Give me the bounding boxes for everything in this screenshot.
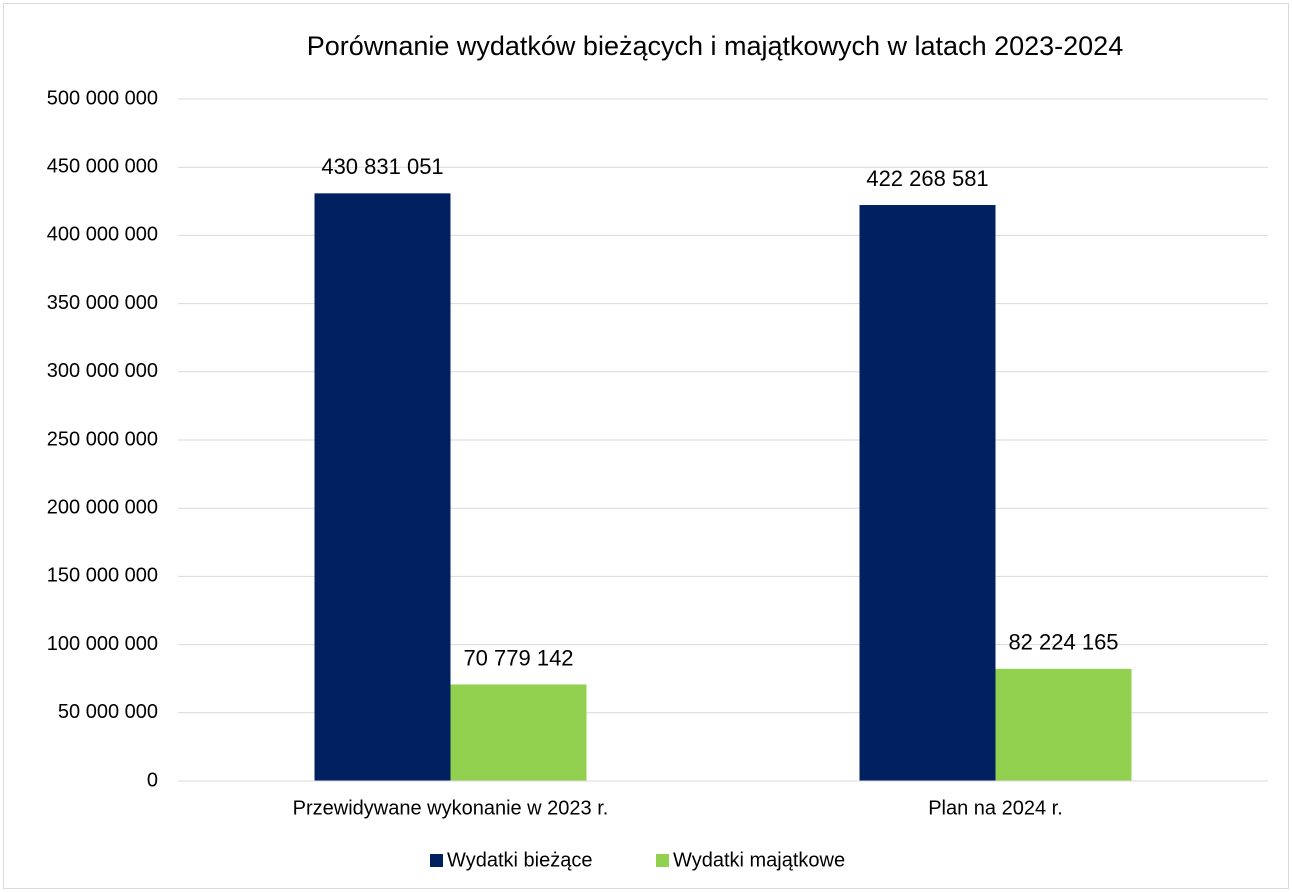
legend-swatch <box>656 854 669 867</box>
bar <box>450 684 587 781</box>
bar <box>995 668 1132 781</box>
y-tick-label: 200 000 000 <box>47 496 158 518</box>
legend-label: Wydatki majątkowe <box>673 849 845 871</box>
y-tick-label: 500 000 000 <box>47 87 158 109</box>
legend-swatch <box>430 854 443 867</box>
y-tick-label: 0 <box>147 769 158 791</box>
data-label: 70 779 142 <box>463 645 573 670</box>
y-tick-label: 400 000 000 <box>47 224 158 246</box>
y-tick-label: 300 000 000 <box>47 360 158 382</box>
data-label: 422 268 581 <box>866 166 988 191</box>
chart-title: Porównanie wydatków bieżących i majątkow… <box>307 31 1123 61</box>
y-tick-label: 450 000 000 <box>47 155 158 177</box>
y-tick-label: 100 000 000 <box>47 633 158 655</box>
y-tick-label: 150 000 000 <box>47 565 158 587</box>
legend-label: Wydatki bieżące <box>447 849 592 871</box>
x-tick-label: Przewidywane wykonanie w 2023 r. <box>293 797 609 819</box>
data-label: 82 224 165 <box>1008 630 1118 655</box>
x-tick-label: Plan na 2024 r. <box>928 797 1063 819</box>
data-label: 430 831 051 <box>321 154 443 179</box>
bar <box>314 193 451 782</box>
y-tick-label: 250 000 000 <box>47 428 158 450</box>
y-tick-label: 50 000 000 <box>58 701 158 723</box>
bar <box>859 205 996 782</box>
y-tick-label: 350 000 000 <box>47 292 158 314</box>
